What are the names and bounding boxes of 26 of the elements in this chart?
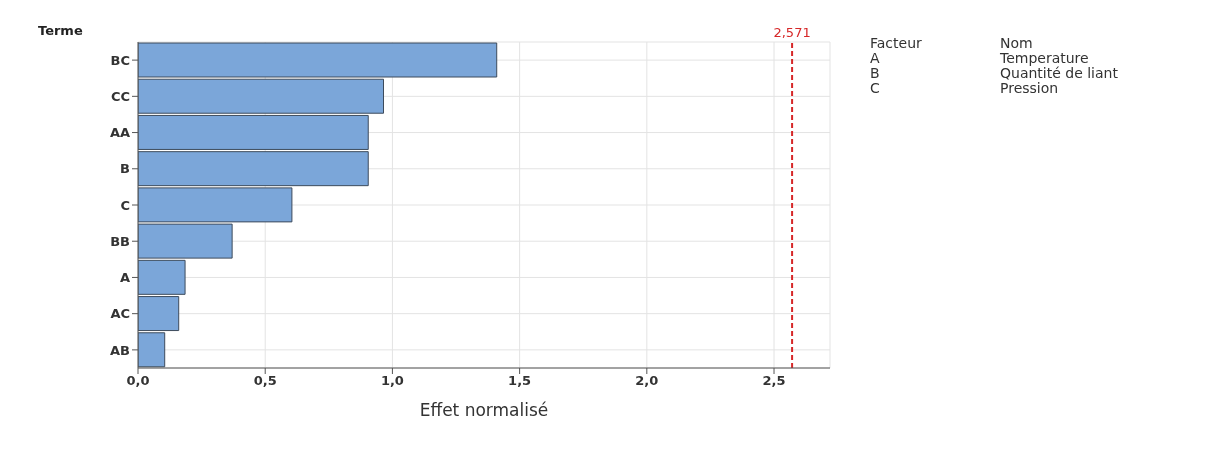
y-tick-label: BB	[110, 233, 130, 249]
text: Temperature	[1000, 50, 1090, 66]
x-axis-title: Effet normalisé	[419, 400, 549, 420]
y-tick-label: BC	[110, 52, 130, 68]
x-tick-label: 2,0	[635, 373, 659, 389]
text: A	[870, 50, 881, 66]
x-tick-label: 2,5	[762, 373, 786, 389]
y-tick-label: B	[120, 161, 130, 177]
text: Facteur	[870, 35, 923, 51]
y-tick-label: A	[119, 270, 130, 286]
x-tick-label: 1,0	[380, 373, 404, 389]
y-axis-title: Terme	[38, 23, 83, 38]
x-tick-label: 0,5	[253, 373, 277, 389]
text: C	[870, 80, 881, 96]
y-tick-label: AC	[110, 306, 130, 322]
ref-line-label: 2,571	[773, 25, 811, 40]
y-tick-label: C	[120, 197, 130, 213]
text: Nom	[1000, 35, 1034, 51]
x-tick-label: 1,5	[508, 373, 532, 389]
y-tick-label: CC	[110, 88, 130, 104]
y-tick-label: AA	[109, 125, 130, 141]
text: Quantité de liant	[1000, 65, 1118, 81]
text: Pression	[1000, 80, 1060, 96]
y-tick-label: AB	[110, 342, 130, 358]
text: B	[870, 65, 881, 81]
x-tick-label: 0,0	[126, 373, 150, 389]
